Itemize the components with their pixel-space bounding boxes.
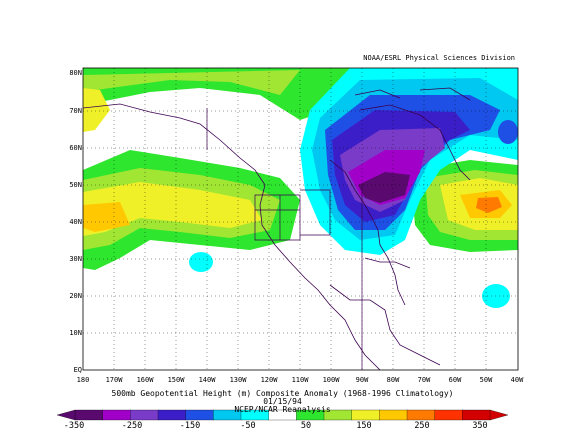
caption-date: 01/15/94	[263, 397, 302, 406]
colorbar-tick-label: 250	[414, 421, 430, 431]
coastlines	[83, 87, 471, 370]
negative-blob-pacific	[189, 252, 213, 272]
colorbar-arrow-right	[489, 409, 509, 421]
lon-label: 80W	[386, 376, 400, 384]
colorbar-tick-label: -150	[179, 421, 201, 431]
colorbar-tick-label: 150	[356, 421, 372, 431]
colorbar-tick-label: -250	[121, 421, 143, 431]
lon-label: 130W	[229, 376, 247, 384]
lon-label: 160W	[136, 376, 154, 384]
lon-label: 60W	[448, 376, 462, 384]
lon-label: 140W	[198, 376, 216, 384]
lon-label: 90W	[355, 376, 369, 384]
lon-label: 120W	[260, 376, 278, 384]
lat-label: 80N	[69, 69, 82, 77]
lat-label: EQ	[73, 366, 82, 374]
lat-label: 40N	[69, 218, 82, 226]
colorbar-tick-label: -50	[240, 421, 256, 431]
caption-source: NCEP/NCAR Reanalysis	[234, 405, 331, 414]
lon-label: 100W	[322, 376, 340, 384]
colorbar-tick-label: 350	[472, 421, 488, 431]
colorbar	[56, 409, 509, 421]
region-boundaries	[206, 108, 363, 370]
lon-label: 50W	[479, 376, 493, 384]
plot-frame	[82, 67, 519, 371]
lat-label: 10N	[69, 329, 82, 337]
credit-label: NOAA/ESRL Physical Sciences Division	[350, 53, 517, 64]
anomaly-fields	[83, 68, 518, 308]
lat-label: 70N	[69, 107, 82, 115]
lat-label: 60N	[69, 144, 82, 152]
lon-label: 170W	[105, 376, 123, 384]
lon-label: 110W	[291, 376, 309, 384]
lat-label: 30N	[69, 255, 82, 263]
colorbar-arrow-left	[56, 409, 76, 421]
caption-title: 500mb Geopotential Height (m) Composite …	[111, 389, 454, 398]
lat-label: 50N	[69, 181, 82, 189]
lat-label: 20N	[69, 292, 82, 300]
lon-label: 150W	[167, 376, 185, 384]
lon-label: 70W	[417, 376, 431, 384]
colorbar-tick-label: -350	[63, 421, 85, 431]
colorbar-tick-label: 50	[300, 421, 312, 431]
lon-label: 40W	[510, 376, 524, 384]
lon-label: 180	[76, 376, 90, 384]
graticule	[83, 68, 518, 370]
